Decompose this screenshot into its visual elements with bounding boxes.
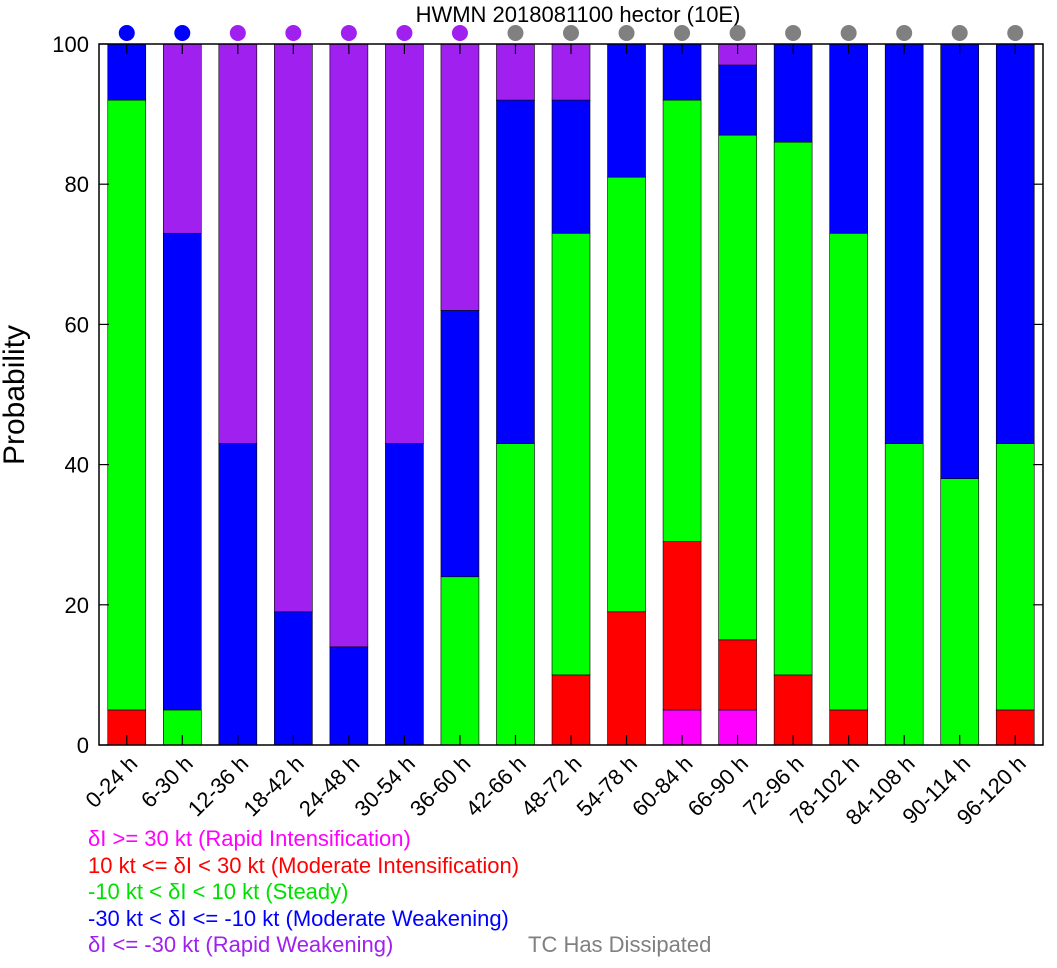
legend-item-rapid-intensification: δI >= 30 kt (Rapid Intensification): [88, 826, 411, 851]
bar-segment-66-90-h-s2: [718, 134, 757, 641]
bar-segment-66-90-h-s3: [718, 64, 757, 136]
bar-segment-12-36-h-s3: [218, 443, 258, 746]
top-marker-72-96-h: [785, 25, 802, 41]
bar-segment-18-42-h-s3: [274, 611, 313, 746]
bar-segment-36-60-h-s2: [440, 576, 480, 746]
top-marker-6-30-h: [174, 25, 191, 41]
x-tick-label-24-48-h: 24-48 h: [294, 751, 364, 821]
x-tick-label-30-54-h: 30-54 h: [350, 751, 420, 821]
legend-item-rapid-weakening: δI <= -30 kt (Rapid Weakening): [88, 932, 394, 957]
bar-segment-30-54-h-s4: [385, 43, 424, 444]
bar-segment-0-24-h-s2: [107, 99, 147, 711]
bar-segment-78-102-h-s2: [829, 232, 868, 711]
y-tick-label-20: 20: [65, 593, 89, 618]
markers-group: [118, 25, 1024, 41]
bar-segment-60-84-h-s1: [662, 541, 702, 711]
bar-segment-6-30-h-s3: [162, 232, 202, 711]
top-marker-60-84-h: [674, 25, 691, 41]
bar-segment-84-108-h-s3: [884, 43, 924, 444]
top-marker-30-54-h: [396, 25, 413, 41]
bar-segment-54-78-h-s2: [607, 176, 646, 613]
top-marker-0-24-h: [118, 25, 135, 41]
y-axis-label: Probability: [0, 325, 31, 465]
bar-segment-48-72-h-s1: [551, 674, 591, 746]
bar-segment-84-108-h-s2: [884, 443, 924, 746]
bar-segment-48-72-h-s3: [551, 99, 591, 234]
bar-segment-48-72-h-s2: [551, 232, 591, 676]
bar-segment-36-60-h-s3: [440, 310, 480, 578]
top-marker-90-114-h: [951, 25, 968, 41]
bar-segment-18-42-h-s4: [274, 43, 313, 613]
bar-segment-72-96-h-s3: [773, 43, 813, 143]
bar-segment-24-48-h-s4: [329, 43, 369, 648]
top-marker-48-72-h: [563, 25, 579, 41]
bar-segment-66-90-h-s1: [718, 639, 757, 711]
x-tick-label-60-84-h: 60-84 h: [627, 751, 697, 821]
bar-segment-96-120-h-s3: [995, 43, 1035, 444]
bar-segment-42-66-h-s2: [496, 443, 535, 746]
x-tick-label-0-24-h: 0-24 h: [81, 751, 143, 813]
top-marker-84-108-h: [896, 25, 913, 41]
y-tick-label-100: 100: [52, 32, 89, 57]
legend-item-moderate-weakening: -30 kt < δI <= -10 kt (Moderate Weakenin…: [88, 905, 509, 931]
bars-group: [107, 43, 1035, 746]
bar-segment-6-30-h-s4: [162, 43, 202, 234]
top-marker-36-60-h: [451, 25, 468, 41]
y-tick-label-40: 40: [65, 453, 89, 478]
x-tick-label-54-78-h: 54-78 h: [572, 751, 642, 821]
bar-segment-90-114-h-s2: [940, 478, 980, 746]
top-marker-24-48-h: [340, 25, 357, 41]
bar-segment-90-114-h-s3: [940, 43, 980, 479]
x-tick-label-42-66-h: 42-66 h: [461, 751, 531, 821]
bar-segment-36-60-h-s4: [440, 43, 480, 311]
x-tick-label-12-36-h: 12-36 h: [183, 751, 253, 821]
legend: δI >= 30 kt (Rapid Intensification) 10 k…: [88, 826, 848, 959]
top-marker-78-102-h: [840, 25, 857, 41]
x-tick-label-18-42-h: 18-42 h: [238, 751, 308, 821]
bar-segment-12-36-h-s4: [218, 43, 258, 444]
legend-item-tc-dissipated: TC Has Dissipated: [528, 932, 712, 957]
legend-item-steady: -10 kt < δI < 10 kt (Steady): [88, 879, 349, 904]
bar-segment-60-84-h-s2: [662, 99, 702, 543]
bar-segment-30-54-h-s3: [385, 443, 424, 746]
top-marker-42-66-h: [507, 25, 524, 41]
top-marker-54-78-h: [618, 25, 635, 41]
top-marker-18-42-h: [285, 25, 302, 41]
y-tick-label-60: 60: [65, 312, 89, 337]
top-marker-66-90-h: [729, 25, 746, 41]
bar-segment-96-120-h-s2: [995, 443, 1035, 711]
bar-segment-24-48-h-s3: [329, 646, 369, 746]
bar-segment-72-96-h-s2: [773, 141, 813, 676]
top-marker-96-120-h: [1007, 25, 1024, 41]
legend-item-moderate-intensification: 10 kt <= δI < 30 kt (Moderate Intensific…: [88, 852, 520, 878]
bar-segment-42-66-h-s3: [496, 99, 535, 444]
x-tick-label-48-72-h: 48-72 h: [516, 751, 586, 821]
y-tick-label-0: 0: [77, 733, 89, 758]
x-tick-label-36-60-h: 36-60 h: [405, 751, 475, 821]
x-tick-label-66-90-h: 66-90 h: [683, 751, 753, 821]
bar-segment-54-78-h-s3: [607, 43, 646, 178]
y-tick-label-80: 80: [65, 172, 89, 197]
bar-segment-72-96-h-s1: [773, 674, 813, 746]
chart-title: HWMN 2018081100 hector (10E): [416, 2, 741, 27]
top-marker-12-36-h: [229, 25, 246, 41]
bar-segment-54-78-h-s1: [607, 611, 646, 746]
y-axis: 0 20 40 60 80 100: [52, 32, 1043, 758]
bar-segment-78-102-h-s3: [829, 43, 868, 234]
